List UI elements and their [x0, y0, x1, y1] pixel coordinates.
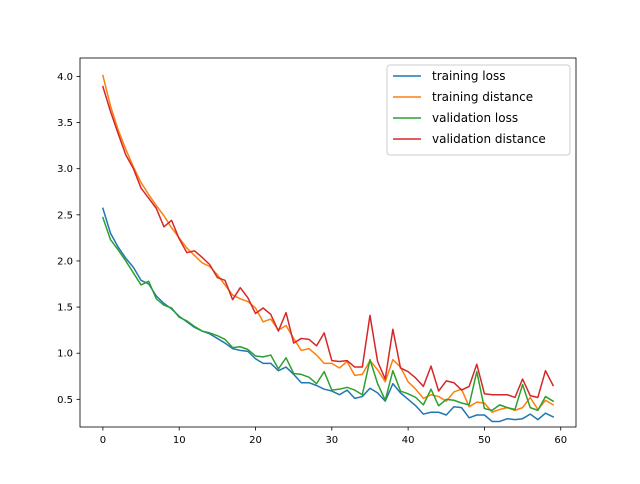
- x-tick-label: 50: [478, 435, 491, 446]
- x-tick-label: 0: [100, 435, 106, 446]
- series-line-validation-loss: [101, 216, 555, 412]
- legend: training loss training distance validation…: [386, 64, 571, 156]
- x-tick-label: 60: [554, 435, 567, 446]
- legend-box: [386, 64, 571, 156]
- y-tick-label: 1.0: [57, 349, 73, 360]
- y-tick-label: 4.0: [57, 72, 73, 83]
- x-tick-label: 40: [402, 435, 415, 446]
- y-tick-label: 2.0: [57, 256, 73, 267]
- series-lines: [101, 74, 555, 423]
- x-tick-label: 10: [173, 435, 186, 446]
- y-axis: 0.5 1.0 1.5 2.0 2.5 3.0 3.5 4.0: [57, 72, 80, 406]
- y-tick-label: 3.5: [57, 118, 73, 129]
- x-tick-label: 30: [325, 435, 338, 446]
- y-tick-label: 0.5: [57, 395, 73, 406]
- plot-frame: [79, 57, 577, 428]
- legend-label-training-distance: training distance: [432, 90, 533, 104]
- legend-label-training-loss: training loss: [432, 69, 505, 83]
- x-axis: 0 10 20 30 40 50 60: [100, 427, 567, 446]
- legend-label-validation-distance: validation distance: [432, 132, 546, 146]
- y-tick-label: 1.5: [57, 303, 73, 314]
- y-tick-label: 3.0: [57, 164, 73, 175]
- legend-label-validation-loss: validation loss: [432, 111, 518, 125]
- x-tick-label: 20: [249, 435, 262, 446]
- series-line-validation-distance: [101, 85, 555, 399]
- y-tick-label: 2.5: [57, 210, 73, 221]
